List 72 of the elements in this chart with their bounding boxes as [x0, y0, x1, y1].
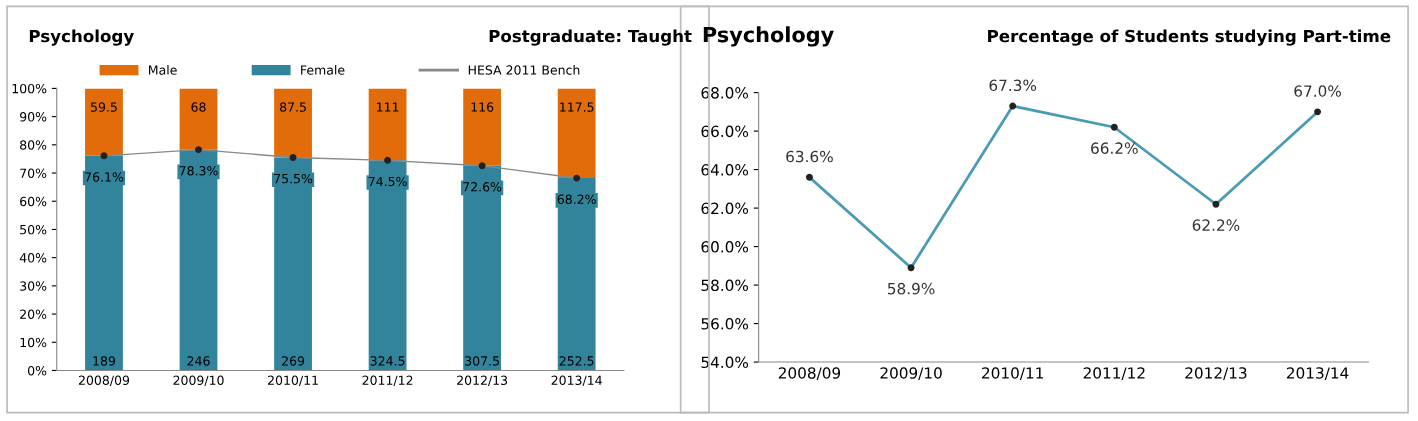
x-tick-label: 2010/11 — [982, 367, 1044, 380]
y-tick-label: 0% — [27, 365, 47, 376]
bar — [85, 88, 123, 156]
y-tick-label: 60.0% — [701, 241, 749, 253]
y-tick-label: 90% — [20, 112, 47, 122]
y-tick-label: 58.0% — [701, 279, 749, 292]
chart-title: Psychology — [703, 26, 834, 47]
x-tick-label: 2008/09 — [778, 367, 841, 380]
annotation: 307.5 — [465, 356, 499, 366]
x-tick-label: 2011/12 — [362, 375, 413, 386]
y-tick-label: 30% — [20, 281, 47, 291]
y-tick-label: 20% — [20, 309, 47, 319]
data-label: 75.5% — [274, 173, 313, 184]
x-tick-label: 2012/13 — [457, 375, 508, 386]
annotation: 324.5 — [370, 356, 405, 366]
x-tick-label: 2013/14 — [1286, 367, 1349, 380]
bar — [274, 88, 312, 158]
data-label: 63.6% — [786, 150, 833, 163]
x-tick-label: 2012/13 — [1185, 367, 1247, 380]
chart-subtitle: Postgraduate: Taught — [489, 29, 692, 46]
y-tick-label: 50% — [20, 224, 47, 235]
annotation: 87.5 — [279, 102, 306, 112]
y-tick-label: 66.0% — [701, 125, 749, 138]
x-tick-label: 2013/14 — [551, 375, 602, 386]
data-label: 68.2% — [557, 194, 596, 204]
data-label: 66.2% — [1091, 142, 1138, 154]
chart-title: Psychology — [29, 29, 134, 46]
bar — [368, 88, 407, 161]
annotation: 189 — [93, 356, 116, 366]
data-label: 76.1% — [85, 172, 124, 182]
y-tick-label: 56.0% — [701, 318, 749, 330]
annotation: 252.5 — [559, 356, 594, 366]
y-tick-label: 62.0% — [701, 202, 749, 215]
bar — [557, 88, 596, 179]
annotation: 117.5 — [560, 102, 594, 112]
bar — [179, 149, 218, 371]
x-tick-label: 2010/11 — [268, 375, 318, 386]
data-label: 78.3% — [179, 166, 218, 176]
bar — [179, 88, 218, 150]
y-tick-label: 60% — [20, 196, 47, 207]
bar — [274, 157, 312, 371]
chart-subtitle: Percentage of Students studying Part-time — [988, 29, 1391, 46]
x-tick-label: 2009/10 — [173, 375, 224, 386]
annotation: 116 — [471, 102, 494, 112]
annotation: 111 — [377, 102, 399, 112]
data-label: 58.9% — [887, 282, 935, 295]
annotation: 269 — [282, 356, 305, 366]
y-tick-label: 64.0% — [701, 164, 749, 176]
legend-label: Male — [149, 65, 177, 75]
x-tick-label: 2008/09 — [78, 375, 130, 386]
data-label: 74.5% — [368, 176, 407, 187]
y-tick-label: 40% — [19, 253, 47, 263]
data-label: 67.3% — [989, 79, 1037, 92]
legend-label: HESA 2011 Bench — [468, 65, 580, 75]
y-tick-label: 100% — [12, 83, 47, 94]
bar — [557, 178, 596, 371]
y-tick-label: 10% — [20, 337, 47, 348]
data-label: 72.6% — [463, 182, 502, 192]
bar — [463, 165, 502, 371]
y-tick-label: 68.0% — [701, 87, 749, 99]
x-tick-label: 2011/12 — [1083, 367, 1145, 380]
data-label: 62.2% — [1192, 219, 1240, 231]
x-tick-label: 2009/10 — [880, 367, 942, 380]
annotation: 59.5 — [91, 102, 117, 112]
legend-label: Female — [301, 65, 345, 75]
y-tick-label: 54.0% — [701, 356, 749, 369]
bar — [463, 88, 502, 166]
y-tick-label: 80% — [20, 140, 47, 150]
annotation: 246 — [187, 356, 210, 366]
y-tick-label: 70% — [20, 168, 47, 178]
annotation: 68 — [191, 102, 206, 112]
data-label: 67.0% — [1294, 85, 1341, 97]
